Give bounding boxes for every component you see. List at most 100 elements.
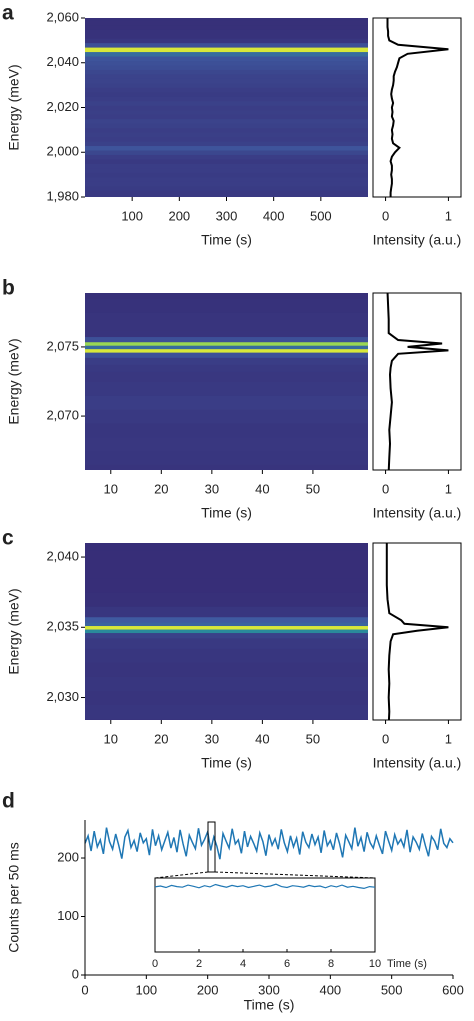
x-axis-label: Time (s) <box>201 755 252 771</box>
x-tick-label: 0 <box>382 208 389 223</box>
y-tick-label: 2,035 <box>46 619 79 634</box>
heatmap-cell <box>85 312 368 324</box>
x-tick-label: 300 <box>216 208 238 223</box>
heatmap-cell <box>85 293 368 300</box>
heatmap-cell <box>85 181 368 187</box>
y-tick-label: 2,040 <box>46 54 79 69</box>
heatmap-cell <box>85 87 368 93</box>
x-tick-label: 200 <box>197 982 219 997</box>
x-tick-label: 20 <box>154 481 168 496</box>
heatmap-cell <box>85 690 368 706</box>
panel-letter: c <box>2 527 14 550</box>
heatmap-cell <box>85 29 368 35</box>
heatmap-cell <box>85 105 368 111</box>
heatmap-cell <box>85 163 368 169</box>
x-tick-label: 100 <box>135 982 157 997</box>
y-tick-label: 2,000 <box>46 144 79 159</box>
heatmap-cell <box>85 60 368 66</box>
x-tick-label: 1 <box>445 481 452 496</box>
x-tick-label: 40 <box>255 731 269 746</box>
heatmap-cell <box>85 141 368 147</box>
x-tick-label: 10 <box>369 958 381 970</box>
x-tick-label: 30 <box>205 481 219 496</box>
spectrum-line <box>385 543 449 720</box>
heatmap-cell <box>85 38 368 44</box>
heatmap-cell <box>85 24 368 30</box>
heatmap-cell <box>85 96 368 102</box>
heatmap-cell <box>85 190 368 196</box>
x-tick-label: 400 <box>263 208 285 223</box>
heatmap-cell <box>85 543 368 551</box>
x-tick-label: 6 <box>284 958 290 970</box>
x-tick-label: 8 <box>328 958 334 970</box>
x-tick-label: 4 <box>240 958 246 970</box>
heatmap-cell <box>85 364 368 372</box>
x-axis-label: Time (s) <box>201 505 252 521</box>
y-tick-label: 2,030 <box>46 689 79 704</box>
heatmap-cell <box>85 718 368 720</box>
heatmap-cell <box>85 172 368 178</box>
heatmap-cell <box>85 329 368 338</box>
heatmap-cell <box>85 322 368 331</box>
heatmap-cell <box>85 564 368 579</box>
heatmap-cell <box>85 78 368 84</box>
panel-letter: a <box>2 2 14 25</box>
x-tick-label: 200 <box>168 208 190 223</box>
x-tick-label: 1 <box>445 731 452 746</box>
heatmap-cell <box>85 622 368 627</box>
heatmap-cell <box>85 578 368 593</box>
spectrum-frame <box>372 292 462 471</box>
heatmap-cell <box>85 352 368 358</box>
heatmap-cell <box>85 20 368 26</box>
heatmap-cell <box>85 648 368 663</box>
y-tick-label: 1,980 <box>46 188 79 203</box>
x-tick-label: 10 <box>104 731 118 746</box>
heatmap-cell <box>85 409 368 424</box>
y-tick-label: 2,070 <box>46 408 79 423</box>
y-tick-label: 100 <box>57 908 79 923</box>
x-tick-label: 100 <box>121 208 143 223</box>
inset-x-label: Time (s) <box>387 958 427 970</box>
heatmap-cell <box>85 47 368 53</box>
heatmap-cell <box>85 100 368 106</box>
heatmap-cell <box>85 73 368 79</box>
x-tick-label: 50 <box>306 731 320 746</box>
heatmap-cell <box>85 436 368 452</box>
panel-letter: b <box>2 277 15 300</box>
heatmap-cell <box>85 158 368 164</box>
heatmap-cell <box>85 56 368 62</box>
y-tick-label: 2,060 <box>46 9 79 24</box>
y-tick-label: 200 <box>57 849 79 864</box>
zoom-line <box>214 871 376 879</box>
y-tick-label: 2,075 <box>46 338 79 353</box>
highlight-box <box>207 821 216 873</box>
heatmap-cell <box>85 69 368 75</box>
x-tick-label: 0 <box>81 982 88 997</box>
heatmap-cell <box>85 167 368 173</box>
heatmap-cell <box>85 592 368 607</box>
y-tick-label: 0 <box>72 966 79 981</box>
x-tick-label: 0 <box>152 958 158 970</box>
x-tick-label: 40 <box>255 481 269 496</box>
x-tick-label: 1 <box>445 208 452 223</box>
heatmap-cell <box>85 298 368 313</box>
heatmap-cell <box>85 450 368 465</box>
y-tick-label: 2,040 <box>46 548 79 563</box>
x-tick-label: 50 <box>306 481 320 496</box>
heatmap-cell <box>85 109 368 115</box>
heatmap-cell <box>85 357 368 365</box>
heatmap-cell <box>85 114 368 120</box>
heatmap-cell <box>85 42 368 48</box>
heatmap-cell <box>85 33 368 39</box>
heatmap-cell <box>85 336 368 343</box>
heatmap-cell <box>85 606 368 618</box>
heatmap-cell <box>85 123 368 129</box>
heatmap-cell <box>85 194 368 197</box>
inset-line <box>154 883 376 890</box>
heatmap-cell <box>85 348 368 353</box>
x-tick-label: 600 <box>442 982 464 997</box>
x-axis-label: Intensity (a.u.) <box>373 232 462 248</box>
heatmap-cell <box>85 132 368 138</box>
heatmap-cell <box>85 637 368 649</box>
x-axis-label: Intensity (a.u.) <box>373 755 462 771</box>
